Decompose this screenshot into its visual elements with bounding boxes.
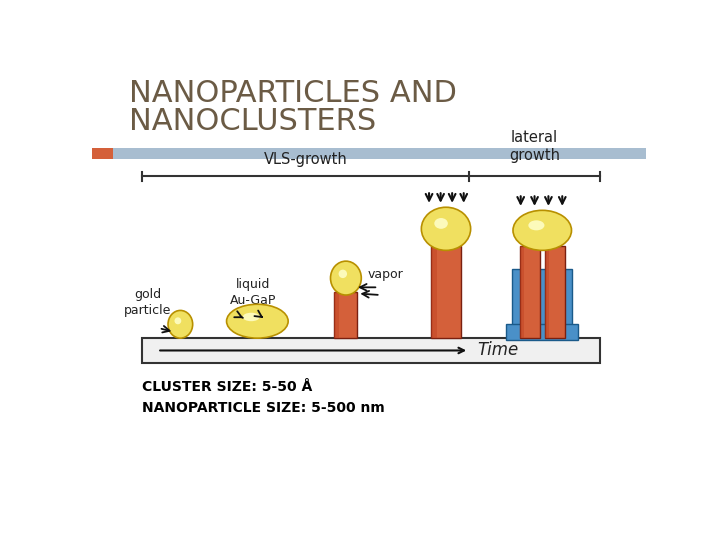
Text: NANOPARTICLE SIZE: 5-500 nm: NANOPARTICLE SIZE: 5-500 nm — [142, 401, 384, 415]
Bar — [142, 338, 600, 363]
Text: lateral
growth: lateral growth — [509, 130, 560, 163]
Text: vapor: vapor — [368, 268, 404, 281]
Ellipse shape — [421, 207, 471, 251]
Ellipse shape — [434, 218, 448, 229]
Bar — [92, 148, 113, 159]
Text: gold
particle: gold particle — [125, 288, 171, 316]
Text: NANOCLUSTERS: NANOCLUSTERS — [129, 107, 376, 136]
Bar — [506, 325, 578, 340]
Bar — [431, 246, 437, 338]
Ellipse shape — [513, 211, 572, 251]
Bar — [544, 246, 564, 338]
Bar — [520, 246, 524, 338]
Bar — [334, 292, 339, 338]
Text: CLUSTER SIZE: 5-50 Å: CLUSTER SIZE: 5-50 Å — [142, 380, 312, 394]
Bar — [512, 269, 572, 338]
Bar — [520, 246, 540, 338]
Bar — [334, 292, 357, 338]
Text: Time: Time — [477, 341, 518, 360]
Bar — [92, 148, 647, 159]
Ellipse shape — [338, 269, 347, 278]
Bar — [544, 246, 549, 338]
Ellipse shape — [528, 220, 544, 231]
Bar — [431, 246, 461, 338]
Ellipse shape — [174, 318, 181, 325]
Text: liquid
Au-GaP
eutect: liquid Au-GaP eutect — [230, 278, 276, 323]
Ellipse shape — [227, 304, 288, 338]
Text: NANOPARTICLES AND: NANOPARTICLES AND — [129, 79, 456, 107]
Ellipse shape — [243, 313, 260, 321]
Text: VLS-growth: VLS-growth — [264, 152, 347, 167]
Ellipse shape — [168, 310, 193, 338]
Ellipse shape — [330, 261, 361, 295]
